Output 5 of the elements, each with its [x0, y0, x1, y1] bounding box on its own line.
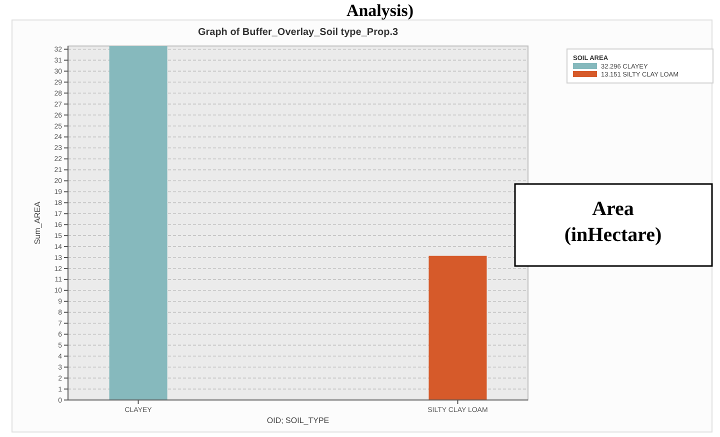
chart-title: Graph of Buffer_Overlay_Soil type_Prop.3 [198, 27, 398, 38]
y-axis-title: Sum_AREA [33, 200, 42, 244]
text: Area (inHectare) [564, 198, 662, 246]
text: Analysis) [346, 1, 414, 20]
x-axis-title: OID; SOIL_TYPE [266, 416, 330, 425]
